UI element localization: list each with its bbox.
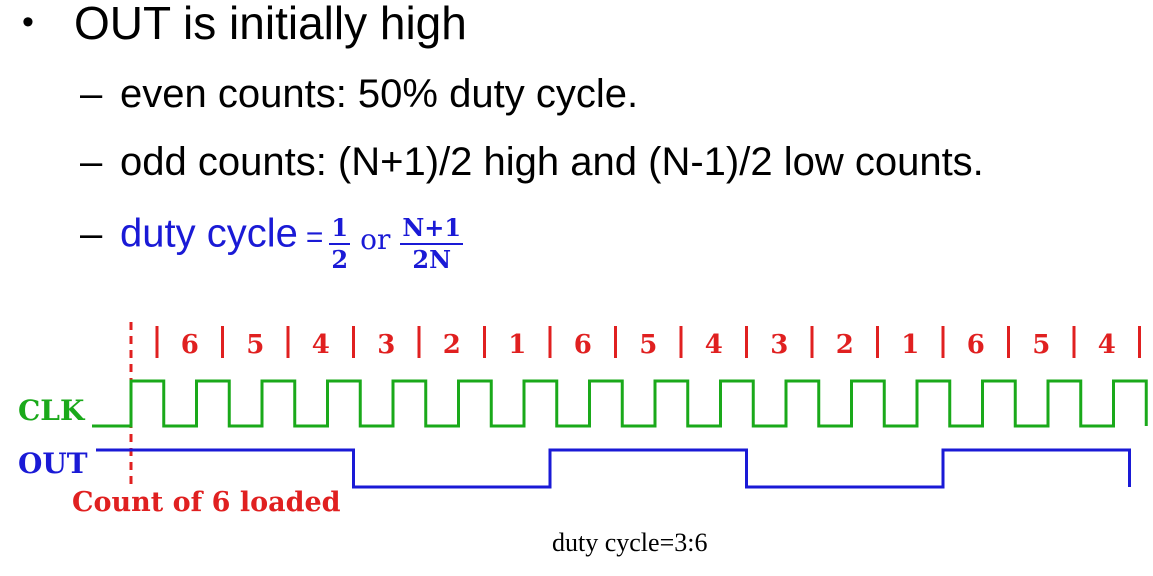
- count-label: 5: [1032, 330, 1050, 360]
- dash-icon: –: [80, 211, 103, 256]
- clk-layer: [92, 379, 1148, 428]
- count-label: 4: [705, 330, 723, 360]
- load-label: Count of 6 loaded: [72, 487, 341, 518]
- or-word: or: [360, 222, 391, 256]
- count-label: 3: [770, 330, 788, 360]
- dash-icon: –: [80, 140, 103, 184]
- bullet-dot-icon: •: [22, 3, 34, 42]
- count-label: 6: [574, 330, 592, 360]
- out-waveform: [96, 448, 1131, 489]
- bullet-main-text: OUT is initially high: [74, 0, 467, 49]
- count-label: 4: [1098, 330, 1116, 360]
- count-label: 3: [377, 330, 395, 360]
- fraction-n-plus-one: N+1 2N: [400, 213, 464, 275]
- bullet-sub-odd-text: odd counts: (N+1)/2 high and (N-1)/2 low…: [120, 140, 984, 184]
- duty-cycle-label: duty cycle: [120, 211, 298, 256]
- out-layer: [96, 448, 1131, 489]
- out-label: OUT: [18, 447, 88, 480]
- timing-diagram: 6 5 4 3 2 1 6 5 4 3 2 1 6 5 4 CLK OUT Count of 6 loade…: [18, 322, 1148, 518]
- bullet-sub-odd: – odd counts: (N+1)/2 high and (N-1)/2 lo…: [80, 140, 984, 185]
- count-label: 4: [312, 330, 330, 360]
- clk-label: CLK: [18, 394, 86, 427]
- bullet-sub-duty: – duty cycle = 1 2 or N+1 2N: [80, 205, 464, 274]
- count-label: 2: [443, 330, 461, 360]
- equals-sign: =: [305, 220, 324, 254]
- bullet-sub-even-text: even counts: 50% duty cycle.: [120, 72, 639, 116]
- count-label: 6: [181, 330, 199, 360]
- duty-cycle-note: duty cycle=3:6: [552, 528, 708, 557]
- bullet-sub-even: – even counts: 50% duty cycle.: [80, 72, 638, 117]
- fraction-n-plus-one-numerator: N+1: [400, 213, 464, 245]
- dash-icon: –: [80, 72, 103, 116]
- count-label: 6: [967, 330, 985, 360]
- fraction-n-plus-one-denominator: 2N: [412, 245, 452, 274]
- count-label: 1: [901, 330, 919, 360]
- bullet-main: • OUT is initially high: [22, 0, 467, 50]
- count-label: 1: [508, 330, 526, 360]
- clk-waveform: [92, 379, 1148, 428]
- fraction-half-numerator: 1: [329, 213, 351, 245]
- count-label: 5: [246, 330, 264, 360]
- fraction-half-denominator: 2: [331, 245, 349, 274]
- count-label: 2: [836, 330, 854, 360]
- count-label: 5: [639, 330, 657, 360]
- count-row: 6 5 4 3 2 1 6 5 4 3 2 1 6 5 4: [129, 322, 1141, 485]
